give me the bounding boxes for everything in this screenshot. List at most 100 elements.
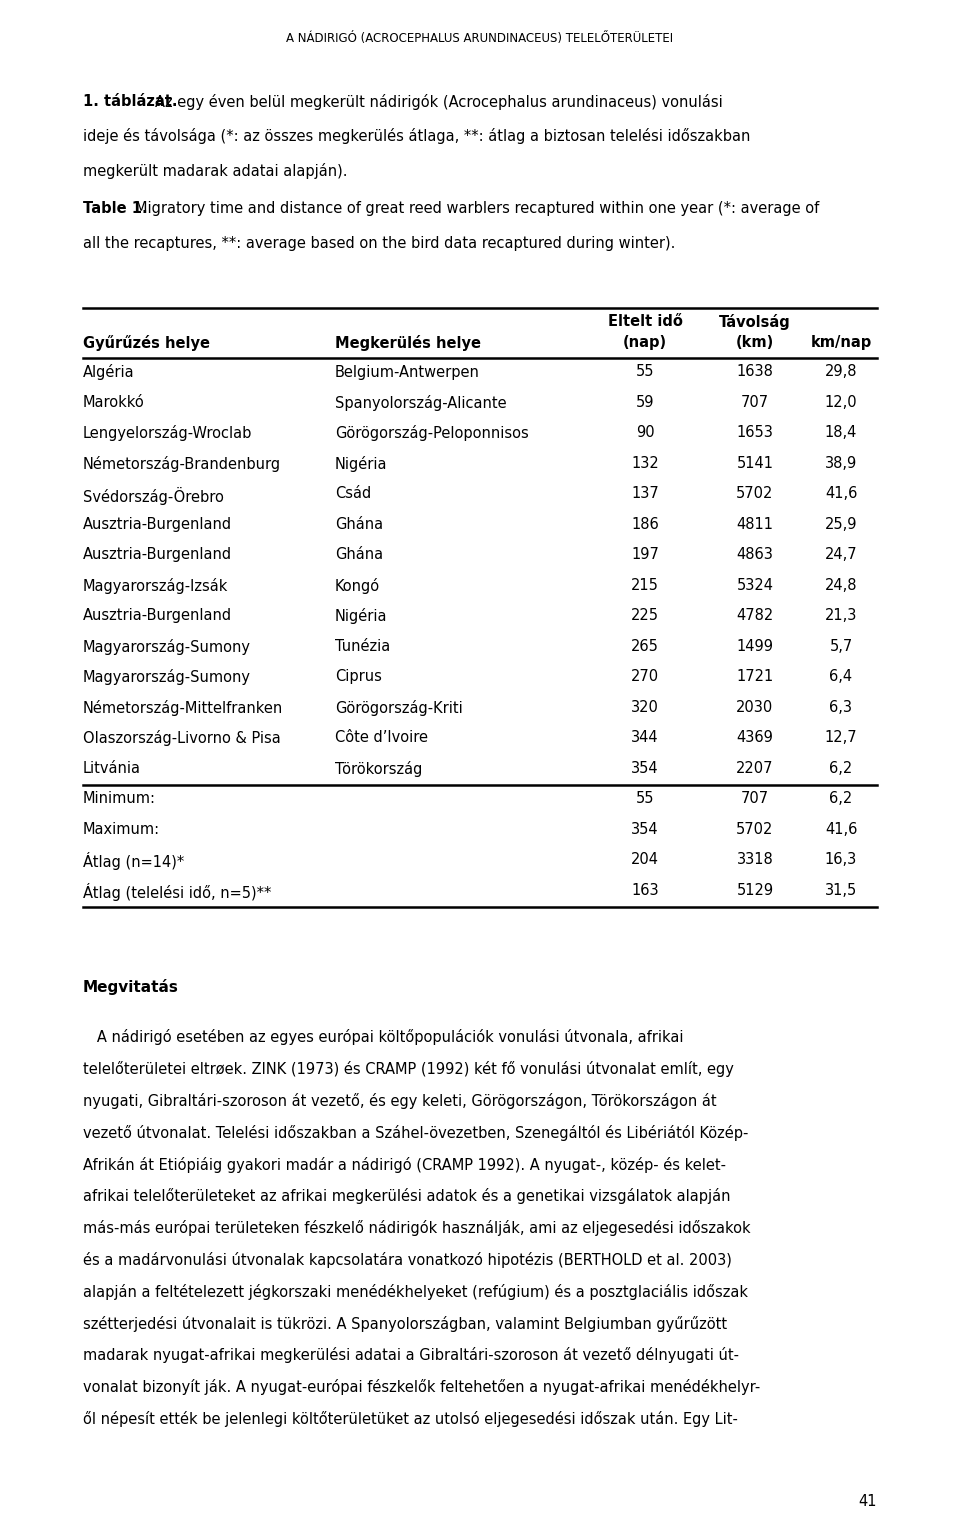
- Text: 707: 707: [741, 395, 769, 410]
- Text: 132: 132: [631, 456, 659, 472]
- Text: 55: 55: [636, 364, 655, 380]
- Text: 31,5: 31,5: [825, 883, 857, 899]
- Text: 320: 320: [631, 700, 659, 715]
- Text: 225: 225: [631, 608, 659, 623]
- Text: Távolság: Távolság: [719, 314, 791, 331]
- Text: Magyarország-Izsák: Magyarország-Izsák: [83, 579, 228, 594]
- Text: 1653: 1653: [736, 426, 774, 441]
- Text: Törökország: Törökország: [335, 761, 422, 778]
- Text: A nádirigó esetében az egyes európai költőpopulációk vonulási útvonala, afrikai: A nádirigó esetében az egyes európai köl…: [83, 1029, 684, 1046]
- Text: A NÁDIRIGÓ (ACROCEPHALUS ARUNDINACEUS) TELELŐTERÜLETEI: A NÁDIRIGÓ (ACROCEPHALUS ARUNDINACEUS) T…: [286, 32, 674, 44]
- Text: 4782: 4782: [736, 608, 774, 623]
- Text: 4811: 4811: [736, 517, 774, 531]
- Text: Nigéria: Nigéria: [335, 456, 388, 472]
- Text: 3318: 3318: [736, 853, 774, 868]
- Text: 5141: 5141: [736, 456, 774, 472]
- Text: (nap): (nap): [623, 335, 667, 351]
- Text: 215: 215: [631, 579, 659, 592]
- Text: ől népesít ették be jelenlegi költőterületüket az utolsó eljegesedési időszak ut: ől népesít ették be jelenlegi költőterül…: [83, 1412, 738, 1427]
- Text: 1638: 1638: [736, 364, 774, 380]
- Text: Nigéria: Nigéria: [335, 608, 388, 625]
- Text: Belgium-Antwerpen: Belgium-Antwerpen: [335, 364, 480, 380]
- Text: 354: 354: [631, 761, 659, 776]
- Text: 163: 163: [631, 883, 659, 899]
- Text: Maximum:: Maximum:: [83, 822, 160, 837]
- Text: Eltelt idő: Eltelt idő: [608, 314, 683, 329]
- Text: 6,4: 6,4: [829, 669, 852, 684]
- Text: 197: 197: [631, 548, 659, 562]
- Text: Tunézia: Tunézia: [335, 638, 391, 654]
- Text: 6,3: 6,3: [829, 700, 852, 715]
- Text: ideje és távolsága (*: az összes megkerülés átlaga, **: átlag a biztosan telelés: ideje és távolsága (*: az összes megkerü…: [83, 129, 751, 144]
- Text: 707: 707: [741, 792, 769, 807]
- Text: Ghána: Ghána: [335, 548, 383, 562]
- Text: 16,3: 16,3: [825, 853, 857, 868]
- Text: Svédország-Örebro: Svédország-Örebro: [83, 487, 224, 505]
- Text: Magyarország-Sumony: Magyarország-Sumony: [83, 669, 251, 686]
- Text: 204: 204: [631, 853, 659, 868]
- Text: 6,2: 6,2: [829, 792, 852, 807]
- Text: 55: 55: [636, 792, 655, 807]
- Text: all the recaptures, **: average based on the bird data recaptured during winter): all the recaptures, **: average based on…: [83, 236, 676, 251]
- Text: 25,9: 25,9: [825, 517, 857, 531]
- Text: 24,8: 24,8: [825, 579, 857, 592]
- Text: 270: 270: [631, 669, 660, 684]
- Text: afrikai telelőterületeket az afrikai megkerülési adatok és a genetikai vizsgálat: afrikai telelőterületeket az afrikai meg…: [83, 1188, 731, 1205]
- Text: Olaszország-Livorno & Pisa: Olaszország-Livorno & Pisa: [83, 730, 280, 747]
- Text: Németország-Brandenburg: Németország-Brandenburg: [83, 456, 281, 472]
- Text: Algéria: Algéria: [83, 364, 134, 381]
- Text: nyugati, Gibraltári-szoroson át vezető, és egy keleti, Görögországon, Törökorszá: nyugati, Gibraltári-szoroson át vezető, …: [83, 1093, 716, 1108]
- Text: 24,7: 24,7: [825, 548, 857, 562]
- Text: Gyűrűzés helye: Gyűrűzés helye: [83, 335, 210, 352]
- Text: Spanyolország-Alicante: Spanyolország-Alicante: [335, 395, 507, 410]
- Text: Átlag (n=14)*: Átlag (n=14)*: [83, 853, 184, 871]
- Text: vonalat bizonyít ják. A nyugat-európai fészkelők feltehetően a nyugat-afrikai me: vonalat bizonyít ják. A nyugat-európai f…: [83, 1379, 760, 1395]
- Text: 38,9: 38,9: [825, 456, 857, 472]
- Text: 5324: 5324: [736, 579, 774, 592]
- Text: 29,8: 29,8: [825, 364, 857, 380]
- Text: 5129: 5129: [736, 883, 774, 899]
- Text: 41: 41: [858, 1494, 877, 1510]
- Text: Görögország-Peloponnisos: Görögország-Peloponnisos: [335, 426, 529, 441]
- Text: 4369: 4369: [736, 730, 774, 746]
- Text: Lengyelország-Wroclab: Lengyelország-Wroclab: [83, 426, 252, 441]
- Text: Ghána: Ghána: [335, 517, 383, 531]
- Text: 6,2: 6,2: [829, 761, 852, 776]
- Text: Migratory time and distance of great reed warblers recaptured within one year (*: Migratory time and distance of great ree…: [135, 202, 819, 216]
- Text: megkerült madarak adatai alapján).: megkerült madarak adatai alapján).: [83, 162, 348, 179]
- Text: más-más európai területeken fészkelő nádirigók használják, ami az eljegesedési i: más-más európai területeken fészkelő nád…: [83, 1220, 751, 1237]
- Text: 1499: 1499: [736, 638, 774, 654]
- Text: telelőterületei eltrøek. ZINK (1973) és CRAMP (1992) két fő vonulási útvonalat e: telelőterületei eltrøek. ZINK (1973) és …: [83, 1061, 733, 1078]
- Text: Minimum:: Minimum:: [83, 792, 156, 807]
- Text: Átlag (telelési idő, n=5)**: Átlag (telelési idő, n=5)**: [83, 883, 272, 902]
- Text: 2030: 2030: [736, 700, 774, 715]
- Text: Marokkó: Marokkó: [83, 395, 145, 410]
- Text: Magyarország-Sumony: Magyarország-Sumony: [83, 638, 251, 655]
- Text: alapján a feltételezett jégkorszaki menédékhelyeket (refúgium) és a posztglaciál: alapján a feltételezett jégkorszaki mené…: [83, 1285, 748, 1300]
- Text: 90: 90: [636, 426, 655, 441]
- Text: 41,6: 41,6: [825, 487, 857, 502]
- Text: Ausztria-Burgenland: Ausztria-Burgenland: [83, 517, 232, 531]
- Text: 1721: 1721: [736, 669, 774, 684]
- Text: (km): (km): [736, 335, 774, 351]
- Text: 5702: 5702: [736, 822, 774, 837]
- Text: 2207: 2207: [736, 761, 774, 776]
- Text: Az egy éven belül megkerült nádirigók (Acrocephalus arundinaceus) vonulási: Az egy éven belül megkerült nádirigók (A…: [155, 93, 723, 110]
- Text: 354: 354: [631, 822, 659, 837]
- Text: Ciprus: Ciprus: [335, 669, 382, 684]
- Text: 137: 137: [631, 487, 659, 502]
- Text: Litvánia: Litvánia: [83, 761, 141, 776]
- Text: km/nap: km/nap: [810, 335, 872, 351]
- Text: 21,3: 21,3: [825, 608, 857, 623]
- Text: Ausztria-Burgenland: Ausztria-Burgenland: [83, 548, 232, 562]
- Text: 5702: 5702: [736, 487, 774, 502]
- Text: 12,0: 12,0: [825, 395, 857, 410]
- Text: 4863: 4863: [736, 548, 774, 562]
- Text: 5,7: 5,7: [829, 638, 852, 654]
- Text: szétterjedési útvonalait is tükrözi. A Spanyolországban, valamint Belgiumban gyű: szétterjedési útvonalait is tükrözi. A S…: [83, 1315, 727, 1332]
- Text: 41,6: 41,6: [825, 822, 857, 837]
- Text: Megkerülés helye: Megkerülés helye: [335, 335, 481, 352]
- Text: és a madárvonulási útvonalak kapcsolatára vonatkozó hipotézis (BERTHOLD et al. 2: és a madárvonulási útvonalak kapcsolatár…: [83, 1252, 732, 1268]
- Text: Megvitatás: Megvitatás: [83, 980, 179, 995]
- Text: Németország-Mittelfranken: Németország-Mittelfranken: [83, 700, 283, 717]
